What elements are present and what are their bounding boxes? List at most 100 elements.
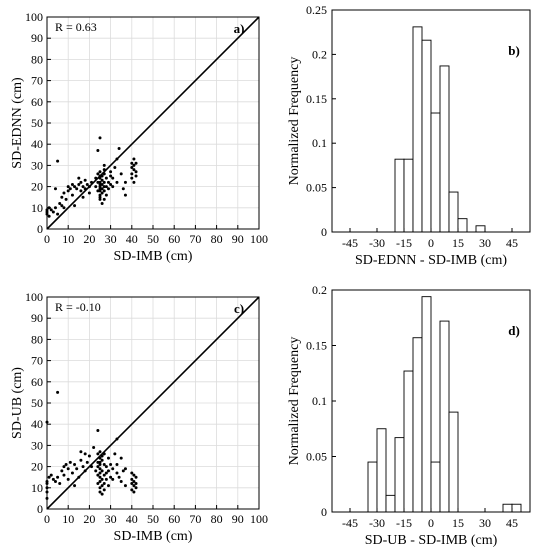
scatter-point [119,479,123,483]
scatter-point [115,462,119,466]
scatter-point [94,469,98,473]
scatter-point [132,473,136,477]
y-tick-label: 30 [31,158,43,172]
scatter-point [100,191,104,195]
scatter-point [96,465,100,469]
x-tick-label: -15 [396,236,412,250]
y-tick-label: 60 [31,95,43,109]
y-tick-label: 0.2 [312,283,327,297]
histogram-bar [457,218,468,233]
x-tick-label: 40 [126,512,138,526]
x-tick-label: 0 [44,512,50,526]
x-tick-label: -45 [342,516,358,530]
panel-d: -45 -30 -15 0 15 30 45 0 0.05 0.1 0.15 0.2 d) SD-UB -… [287,283,531,548]
scatter-point [132,490,136,494]
scatter-point [98,180,102,184]
scatter-point [90,180,94,184]
scatter-point [75,187,79,191]
scatter-point [85,182,89,186]
x-tick-label: 90 [232,512,244,526]
scatter-point [123,193,127,197]
scatter-point [75,467,79,471]
scatter-point [70,471,74,475]
y-tick-label: 40 [31,417,43,431]
scatter-point [64,197,68,201]
scatter-point [106,180,110,184]
scatter-point [85,460,89,464]
scatter-point [98,189,102,193]
x-tick-label: 30 [105,232,117,246]
x-tick-label: 10 [62,232,74,246]
y-tick-label: 70 [31,74,43,88]
histogram-bar [439,320,450,513]
x-tick-label: 10 [62,512,74,526]
y-tick-label: 100 [25,10,43,24]
y-tick-label: 0 [321,505,327,519]
y-tick-label: 70 [31,354,43,368]
scatter-point [109,174,113,178]
scatter-point [56,212,60,216]
histogram-bar [475,225,486,233]
scatter-point [98,456,102,460]
panel-a: 0 10 20 30 40 50 60 70 80 90 100 0 10 20 30 40 50 60 70 80 9… [10,10,268,264]
scatter-point [66,185,70,189]
scatter-point [111,477,115,481]
scatter-point [64,462,68,466]
y-tick-label: 10 [31,201,43,215]
scatter-point [73,462,77,466]
one-to-one-line [46,16,260,230]
x-axis-label: SD-IMB (cm) [114,249,193,264]
scatter-point [100,458,104,462]
scatter-point [96,172,100,176]
one-to-one-line [46,296,260,510]
y-tick-label: 0.15 [306,339,327,353]
histogram-bar [385,494,396,513]
x-tick-label: 80 [211,512,223,526]
scatter-point [53,479,57,483]
y-axis-label: SD-EDNN (cm) [10,77,25,169]
scatter-point [104,193,108,197]
scatter-point [62,465,66,469]
scatter-point [96,189,100,193]
scatter-point [130,176,134,180]
x-tick-label: 15 [452,516,464,530]
scatter-point [62,473,66,477]
y-tick-label: 0.2 [312,47,327,61]
scatter-point [102,452,106,456]
scatter-point [47,214,51,218]
scatter-point [87,454,91,458]
y-tick-label: 100 [25,290,43,304]
y-tick-label: 30 [31,438,43,452]
x-tick-label: 70 [189,232,201,246]
scatter-point [100,469,104,473]
y-tick-label: 40 [31,137,43,151]
scatter-point [102,462,106,466]
x-tick-label: 20 [83,512,95,526]
scatter-point [98,486,102,490]
scatter-point [66,467,70,471]
x-tick-label: 0 [428,516,434,530]
scatter-point [96,180,100,184]
scatter-point [134,170,138,174]
scatter-point [100,454,104,458]
x-tick-label: 15 [452,236,464,250]
x-tick-label: -15 [396,516,412,530]
scatter-point [92,446,96,450]
scatter-point [87,191,91,195]
scatter-point [98,479,102,483]
scatter-point [132,479,136,483]
scatter-point [111,467,115,471]
x-tick-label: 80 [211,232,223,246]
scatter-point [73,204,77,208]
scatter-point [109,170,113,174]
scatter-point [98,170,102,174]
scatter-point [123,467,127,471]
x-tick-label: 30 [105,512,117,526]
scatter-point [102,189,106,193]
x-tick-label: 70 [189,512,201,526]
scatter-point [73,185,77,189]
scatter-point [60,195,64,199]
histogram-bar [421,296,432,513]
x-tick-label: -30 [369,236,385,250]
scatter-point [81,185,85,189]
